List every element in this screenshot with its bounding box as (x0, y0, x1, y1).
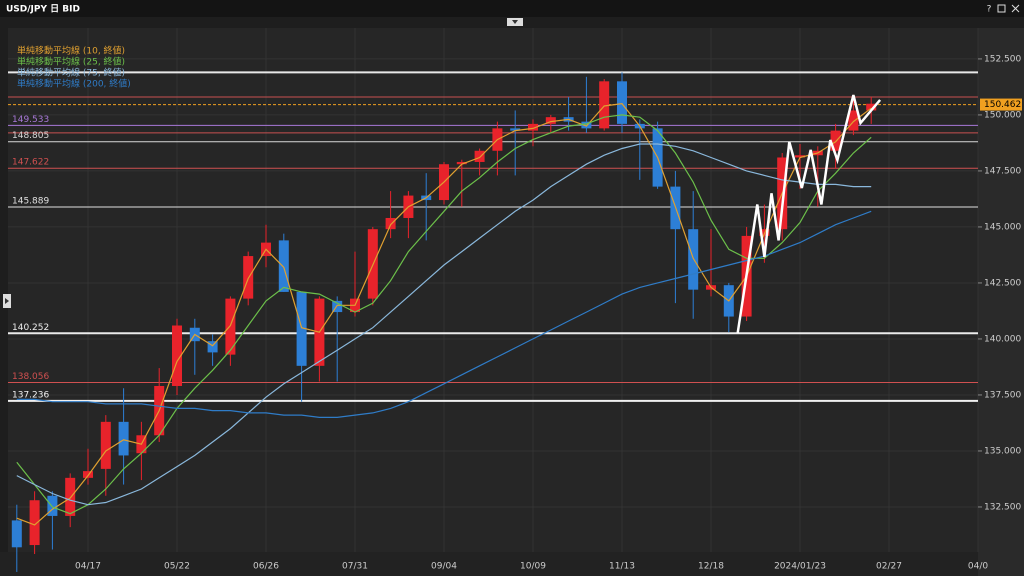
level-label: 147.622 (12, 158, 49, 168)
y-tick-label: 145.000 (984, 222, 1021, 232)
x-tick-label: 04/17 (75, 562, 101, 572)
candle-body (474, 150, 485, 162)
y-tick-label: 147.500 (984, 166, 1021, 176)
x-tick-label: 10/09 (520, 562, 546, 572)
candle-body (65, 477, 76, 516)
maximize-button[interactable] (997, 4, 1006, 13)
candle-body (510, 128, 521, 131)
level-lines (8, 71, 978, 402)
ma-line (16, 114, 872, 515)
y-tick-label: 152.500 (984, 54, 1021, 64)
ma-line (16, 210, 872, 418)
candle-body (617, 81, 627, 124)
time-axis-area (0, 552, 978, 576)
level-label: 137.236 (12, 390, 49, 400)
collapse-icon (512, 20, 518, 24)
ma-line (16, 103, 872, 526)
candle-body (100, 421, 111, 469)
window-title: USD/JPY 日 BID (6, 4, 80, 15)
legend-entry: 単純移動平均線 (75, 終値) (17, 67, 125, 79)
level-label: 140.252 (12, 323, 49, 333)
side-panel-icon (5, 298, 9, 304)
candle-body (332, 300, 343, 313)
candle-body (795, 155, 805, 158)
legend-entry: 単純移動平均線 (200, 終値) (17, 78, 131, 90)
y-tick-label: 140.000 (984, 334, 1021, 344)
x-tick-label: 12/18 (698, 562, 724, 572)
candle-body (545, 117, 556, 124)
help-button[interactable]: ? (987, 5, 992, 15)
candle-body (866, 103, 877, 111)
candle-body (599, 81, 610, 129)
close-button[interactable] (1011, 4, 1020, 13)
x-tick-label: 02/27 (876, 562, 902, 572)
y-tick-label: 142.500 (984, 278, 1021, 288)
y-tick-label: 132.500 (984, 502, 1021, 512)
candle-body (207, 341, 218, 353)
candle-body (29, 500, 40, 546)
candle-body (528, 123, 538, 131)
x-tick-label: 11/13 (609, 562, 635, 572)
candle-body (225, 298, 236, 355)
candle-body (11, 520, 22, 548)
legend-entry: 単純移動平均線 (10, 終値) (17, 45, 125, 57)
y-tick-label: 150.000 (984, 110, 1021, 120)
legend-entry: 単純移動平均線 (25, 終値) (17, 56, 125, 68)
candle-body (172, 325, 182, 386)
moving-averages (16, 94, 882, 526)
candle-body (581, 121, 592, 129)
candle-body (830, 130, 841, 151)
candle-body (278, 240, 289, 292)
title-bar (0, 0, 1024, 17)
level-label: 149.533 (12, 115, 49, 125)
x-tick-label: 06/26 (253, 562, 279, 572)
x-tick-label: 05/22 (164, 562, 190, 572)
y-tick-label: 137.500 (984, 390, 1021, 400)
candle-body (385, 217, 396, 230)
drawn-trendline (736, 94, 882, 334)
candle-body (118, 421, 129, 456)
level-label: 145.889 (12, 197, 49, 207)
x-tick-label: 04/0 (968, 562, 988, 572)
level-label: 148.805 (12, 131, 49, 141)
candle-body (296, 291, 307, 366)
candle-body (456, 161, 467, 165)
plot-area (8, 28, 978, 552)
current-price-tag (980, 98, 1022, 111)
candle-body (848, 110, 859, 131)
candle-body (47, 495, 58, 516)
x-tick-label: 09/04 (431, 562, 457, 572)
y-tick-label: 135.000 (984, 446, 1021, 456)
current-price-label: 150.462 (984, 100, 1021, 110)
labels: 132.500 135.000 137.500 140.000 142.500 145.0… (12, 45, 1022, 572)
x-tick-label: 07/31 (342, 562, 368, 572)
level-label: 138.056 (12, 372, 49, 382)
candle-body (243, 256, 254, 299)
x-tick-label: 2024/01/23 (774, 562, 826, 572)
candle-body (83, 471, 93, 478)
price-axis-area (978, 28, 1024, 576)
ma-line (16, 143, 872, 506)
